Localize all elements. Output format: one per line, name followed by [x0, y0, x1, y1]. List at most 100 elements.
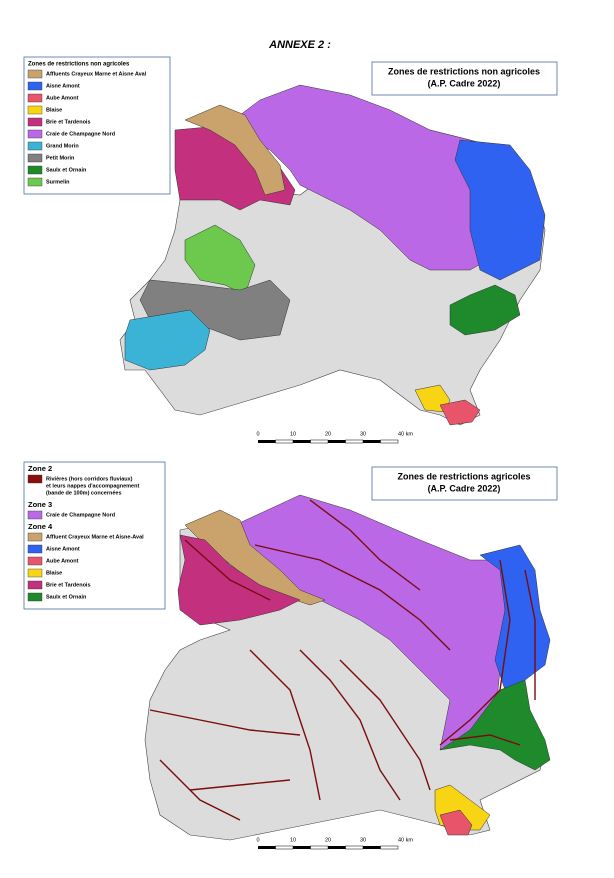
- map-title: Zones de restrictions non agricoles: [388, 66, 540, 76]
- scale-segment: [328, 440, 346, 443]
- river: [159, 759, 241, 821]
- map-2: [144, 494, 551, 841]
- legend-label: Aube Amont: [46, 95, 79, 101]
- scale-segment: [310, 439, 329, 444]
- scale-segment: [380, 439, 399, 444]
- legend-swatch: [27, 510, 43, 520]
- legend-label: Blaise: [46, 107, 62, 113]
- page-title: ANNEXE 2 :: [268, 39, 331, 51]
- river: [254, 544, 451, 651]
- map-title: Zones de restrictions agricoles: [397, 471, 530, 481]
- scale-segment: [363, 846, 381, 849]
- river: [524, 569, 536, 700]
- legend-swatch: [27, 141, 43, 151]
- scale-label: 10: [290, 837, 296, 843]
- legend-swatch: [27, 165, 43, 175]
- legend-heading: Zone 3: [28, 500, 52, 509]
- scale-label: 0: [256, 837, 259, 843]
- scale-segment: [310, 845, 329, 850]
- legend-heading: Zone 2: [28, 464, 52, 473]
- legend-swatch: [27, 93, 43, 103]
- legend-label: Petit Morin: [46, 155, 75, 161]
- legend-label: et leurs nappes d'accompagnement: [46, 483, 139, 489]
- river: [184, 539, 271, 601]
- title-box: [371, 61, 558, 96]
- legend-heading: Zone 4: [28, 522, 53, 531]
- legend-swatch: [27, 568, 43, 578]
- legend-swatch: [27, 117, 43, 127]
- scale-label: 30: [360, 837, 366, 843]
- scale-segment: [258, 846, 276, 849]
- scale-segment: [345, 845, 364, 850]
- zone: [449, 284, 521, 336]
- zone: [124, 309, 211, 371]
- legend-swatch: [27, 556, 43, 566]
- zone: [454, 139, 546, 281]
- scale-segment: [258, 440, 276, 443]
- zone: [439, 679, 551, 771]
- scale-segment: [345, 439, 364, 444]
- scale-label: 30: [360, 431, 366, 437]
- scale-label: 10: [290, 431, 296, 437]
- river: [189, 779, 291, 791]
- scale-segment: [275, 845, 294, 850]
- zone: [439, 399, 481, 426]
- legend-label: Brie et Tardenois: [46, 119, 91, 125]
- scale-segment: [293, 440, 311, 443]
- legend-swatch: [27, 580, 43, 590]
- river: [339, 659, 431, 791]
- legend-swatch: [27, 129, 43, 139]
- river: [439, 559, 511, 746]
- legend-label: Affluent Crayeux Marne et Aisne-Aval: [46, 534, 144, 540]
- legend-label: (bande de 100m) concernées: [46, 490, 122, 496]
- legend-swatch: [27, 153, 43, 163]
- legend-label: Saulx et Ornain: [46, 167, 87, 173]
- scale-segment: [363, 440, 381, 443]
- legend-label: Blaise: [46, 570, 62, 576]
- legend-label: Aube Amont: [46, 558, 79, 564]
- zone: [139, 279, 291, 341]
- legend-label: Rivières (hors corridors fluviaux): [46, 476, 133, 482]
- zone: [439, 809, 473, 836]
- legend-label: Saulx et Ornain: [46, 594, 87, 600]
- legend-label: Craie de Champagne Nord: [46, 131, 115, 137]
- river: [249, 649, 321, 801]
- rivers: [149, 499, 536, 821]
- river: [299, 649, 401, 801]
- map-1: [119, 84, 546, 426]
- legend-label: Aisne Amont: [46, 546, 80, 552]
- legend-heading: Zones de restrictions non agricoles: [28, 62, 130, 68]
- legend-label: Craie de Champagne Nord: [46, 512, 115, 518]
- zone: [184, 104, 286, 196]
- river: [149, 709, 301, 736]
- legend-label: Aisne Amont: [46, 83, 80, 89]
- river: [309, 499, 421, 591]
- legend-label: Affluents Crayeux Marne et Aisne Aval: [46, 71, 147, 77]
- zone: [177, 534, 301, 626]
- legend-swatch: [27, 474, 43, 484]
- scale-label: 40 km: [398, 837, 413, 843]
- legend-swatch: [27, 592, 43, 602]
- scale-segment: [380, 845, 399, 850]
- legend-swatch: [27, 544, 43, 554]
- legend-label: Brie et Tardenois: [46, 582, 91, 588]
- map-title: (A.P. Cadre 2022): [428, 78, 501, 88]
- legend-swatch: [27, 177, 43, 187]
- legend-label: Grand Morin: [46, 143, 79, 149]
- title-box: [371, 466, 558, 501]
- river: [449, 734, 521, 746]
- scale-label: 40 km: [398, 431, 413, 437]
- scale-segment: [293, 846, 311, 849]
- scale-label: 20: [325, 837, 331, 843]
- legend-swatch: [27, 69, 43, 79]
- legend-swatch: [27, 81, 43, 91]
- legend-swatch: [27, 532, 43, 542]
- legend-swatch: [27, 105, 43, 115]
- legend-box: [23, 461, 166, 610]
- scale-segment: [328, 846, 346, 849]
- scale-segment: [275, 439, 294, 444]
- scale-label: 20: [325, 431, 331, 437]
- legend-box: [23, 56, 171, 195]
- map-title: (A.P. Cadre 2022): [428, 483, 501, 493]
